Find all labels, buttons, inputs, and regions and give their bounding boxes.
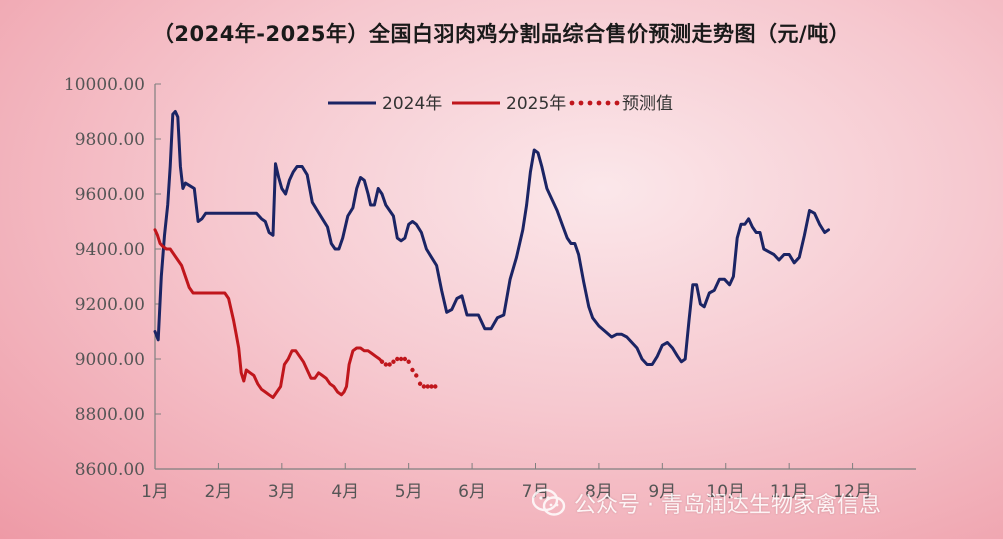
forecast-point <box>425 384 430 389</box>
legend-swatch-dot <box>569 100 575 106</box>
legend-2024: 2024年 <box>328 94 442 114</box>
legend-swatch-dot <box>596 100 602 106</box>
forecast-point <box>429 384 434 389</box>
x-tick-label: 4月 <box>331 482 359 502</box>
forecast-point <box>421 384 427 389</box>
chart-title: （2024年-2025年）全国白羽肉鸡分割品综合售价预测走势图（元/吨） <box>152 22 851 46</box>
forecast-point <box>417 381 423 386</box>
series-forecast <box>379 356 438 389</box>
forecast-point <box>395 356 400 362</box>
y-tick-label: 9600.00 <box>75 185 145 205</box>
legend-2025: 2025年 <box>452 94 566 114</box>
x-tick-label: 8月 <box>585 482 613 502</box>
legend-swatch-dot <box>605 100 611 106</box>
x-tick-label: 11月 <box>770 482 809 502</box>
legend-swatch-dot <box>614 100 620 106</box>
y-tick-label: 9800.00 <box>75 130 145 150</box>
legend-label: 2025年 <box>506 94 566 114</box>
legend-label: 2024年 <box>382 94 442 114</box>
series-2024-line <box>153 110 830 366</box>
y-tick-label: 9200.00 <box>75 295 145 315</box>
y-tick-label: 9000.00 <box>75 350 145 370</box>
x-tick-label: 9月 <box>648 482 676 502</box>
x-tick-label: 2月 <box>205 482 233 502</box>
legend-label: 预测值 <box>622 94 673 114</box>
forecast-point <box>406 359 411 364</box>
x-tick-label: 10月 <box>706 482 745 502</box>
x-tick-label: 6月 <box>458 482 486 502</box>
forecast-point <box>398 356 404 362</box>
forecast-point <box>379 359 385 364</box>
forecast-point <box>433 384 438 389</box>
x-tick-label: 12月 <box>833 482 872 502</box>
axes: 8600.00 8800.00 9000.00 9200.00 9400.00 9600.… <box>64 75 916 502</box>
x-tick-label: 1月 <box>141 482 169 502</box>
wechat-icon <box>532 488 566 516</box>
legend-forecast: 预测值 <box>569 94 673 114</box>
series-2025-line <box>153 228 384 399</box>
y-tick-label: 9400.00 <box>75 240 145 260</box>
forecast-point <box>402 356 408 362</box>
y-tick-label: 10000.00 <box>64 75 145 95</box>
watermark: 公众号 · 青岛润达生物家禽信息 <box>532 486 881 520</box>
forecast-point <box>383 362 389 367</box>
series-layer <box>153 110 830 399</box>
forecast-point <box>387 362 392 367</box>
forecast-point <box>410 367 415 373</box>
legend-swatch-dot <box>587 100 593 106</box>
x-tick-label: 7月 <box>522 482 550 502</box>
legend: 2024年 2025年 预测值 <box>328 94 673 114</box>
watermark-text: 公众号 · 青岛润达生物家禽信息 <box>574 493 881 518</box>
x-tick-label: 3月 <box>268 482 296 502</box>
y-tick-label: 8600.00 <box>75 460 145 480</box>
forecast-point <box>414 373 419 378</box>
legend-swatch-dot <box>578 100 584 106</box>
y-tick-label: 8800.00 <box>75 405 145 425</box>
forecast-point <box>391 359 396 364</box>
x-tick-label: 5月 <box>395 482 423 502</box>
